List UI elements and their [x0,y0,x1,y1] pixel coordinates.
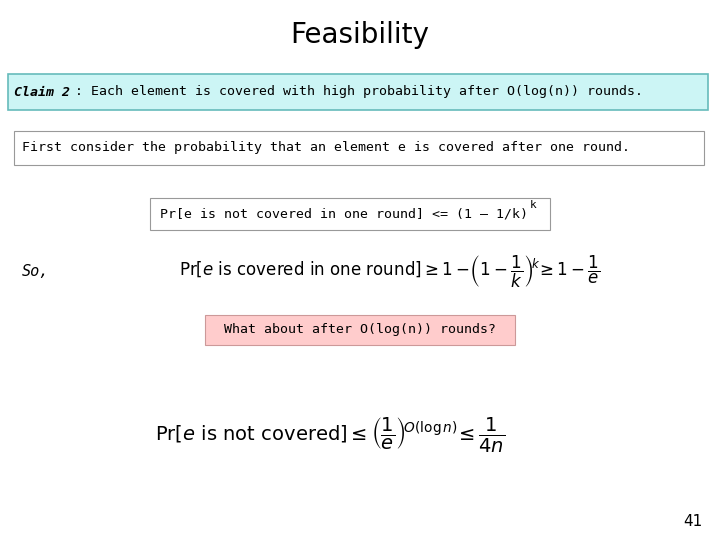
Text: Feasibility: Feasibility [291,21,429,49]
FancyBboxPatch shape [14,131,704,165]
Text: Pr[e is not covered in one round] <= (1 – 1/k): Pr[e is not covered in one round] <= (1 … [160,207,528,220]
FancyBboxPatch shape [150,198,550,230]
Text: First consider the probability that an element e is covered after one round.: First consider the probability that an e… [22,141,630,154]
Text: What about after O(log(n)) rounds?: What about after O(log(n)) rounds? [224,323,496,336]
Text: $\mathrm{Pr}[e\ \mathrm{is\ not\ covered}]\leq \left(\dfrac{1}{e}\right)^{\!O(\l: $\mathrm{Pr}[e\ \mathrm{is\ not\ covered… [155,415,505,455]
Text: So,: So, [22,265,50,280]
Text: 41: 41 [684,515,703,530]
Text: k: k [530,200,536,210]
FancyBboxPatch shape [205,315,515,345]
Text: Claim 2: Claim 2 [14,85,70,98]
FancyBboxPatch shape [8,74,708,110]
Text: $\mathrm{Pr}[e\ \mathrm{is\ covered\ in\ one\ round}]\geq 1-\!\left(1-\dfrac{1}{: $\mathrm{Pr}[e\ \mathrm{is\ covered\ in\… [179,254,600,290]
Text: : Each element is covered with high probability after O(log(n)) rounds.: : Each element is covered with high prob… [75,85,643,98]
